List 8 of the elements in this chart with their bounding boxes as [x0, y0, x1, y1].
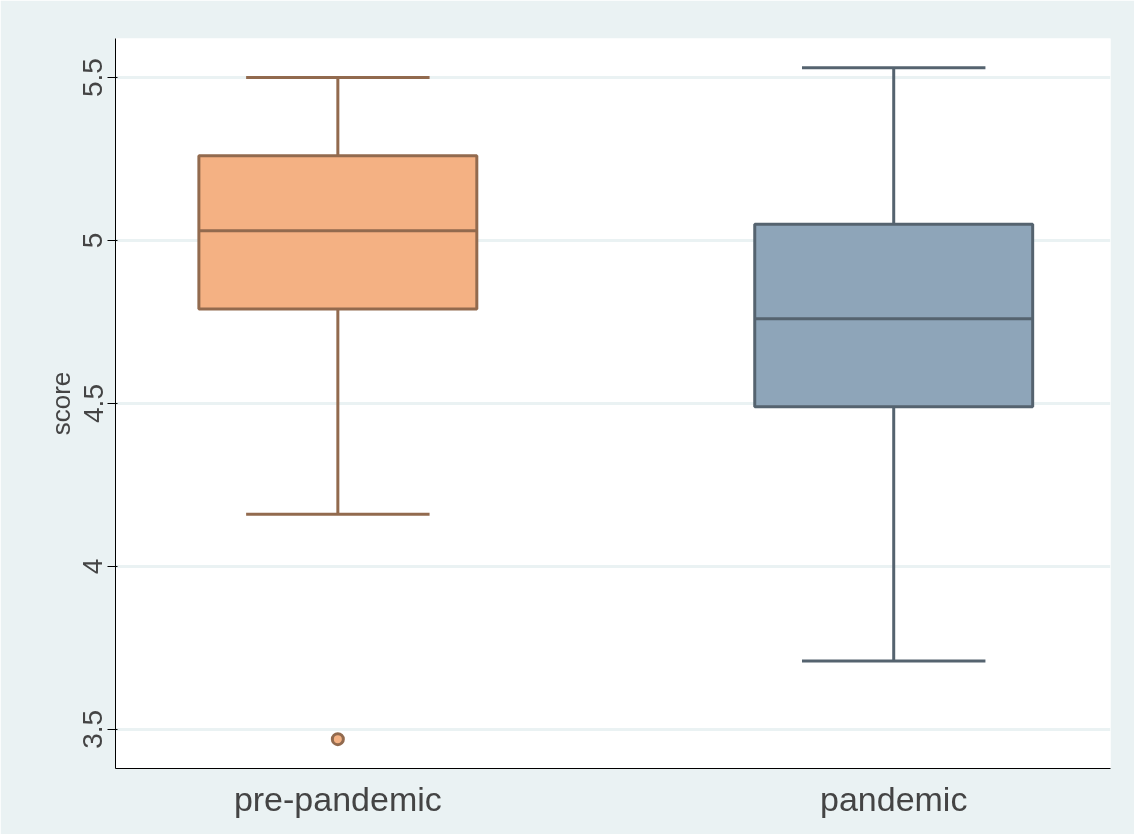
- x-tick-label: pandemic: [820, 779, 968, 818]
- y-axis-title: score: [45, 371, 76, 436]
- y-tick-label: 4.5: [77, 384, 109, 423]
- y-tick-label: 5: [77, 232, 109, 249]
- y-tick-label: 5.5: [77, 58, 109, 98]
- y-tick-label: 3.5: [77, 709, 109, 749]
- x-tick-label: pre-pandemic: [233, 779, 442, 818]
- y-tick-label: 4: [77, 558, 109, 575]
